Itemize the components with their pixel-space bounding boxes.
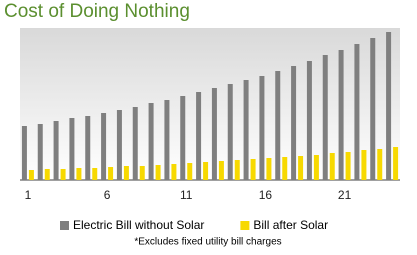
bar: [92, 168, 98, 180]
legend-swatch: [60, 221, 69, 230]
bar: [37, 124, 43, 180]
legend-label: Electric Bill without Solar: [73, 218, 204, 232]
bar: [180, 96, 186, 180]
bar: [243, 80, 249, 180]
bar: [21, 126, 27, 180]
bar: [291, 66, 297, 180]
x-tick-label: 1: [25, 188, 32, 202]
bar: [203, 162, 209, 180]
legend-swatch: [240, 221, 250, 230]
bar: [259, 76, 265, 180]
bar: [227, 84, 233, 180]
bar: [155, 165, 161, 180]
x-tick-label: 21: [338, 188, 352, 202]
bar: [298, 156, 304, 180]
bar: [313, 155, 319, 180]
bar: [234, 160, 240, 180]
bar: [361, 150, 367, 180]
bar: [377, 149, 383, 180]
bar: [164, 100, 170, 180]
x-tick-label: 11: [180, 188, 193, 202]
bar: [345, 152, 351, 180]
bar: [53, 121, 59, 180]
bar: [44, 169, 50, 180]
bar: [60, 169, 66, 180]
bar: [218, 161, 224, 180]
bar: [329, 153, 335, 180]
bar: [85, 116, 91, 180]
bar: [354, 44, 360, 180]
bar: [28, 170, 34, 180]
x-tick-label: 6: [104, 188, 111, 202]
footnote: *Excludes fixed utility bill charges: [134, 237, 281, 248]
plot-area: [20, 28, 400, 180]
bar: [306, 61, 312, 180]
bar: [196, 92, 202, 180]
bar: [108, 167, 114, 180]
bar: [171, 164, 177, 180]
bar: [69, 118, 75, 180]
bar: [250, 159, 256, 180]
bar: [76, 168, 82, 180]
bar: [132, 107, 138, 180]
x-tick-label: 16: [259, 188, 273, 202]
bar: [116, 110, 122, 180]
bar: [275, 71, 281, 180]
bar: [266, 158, 272, 180]
bar: [148, 103, 154, 180]
bar: [393, 147, 399, 180]
bar: [139, 166, 145, 180]
chart-title: Cost of Doing Nothing: [4, 1, 190, 22]
bar: [338, 50, 344, 180]
bar: [101, 113, 107, 180]
bar: [123, 166, 129, 180]
bar: [370, 38, 376, 180]
bar: [211, 88, 217, 180]
bar: [187, 163, 193, 180]
bar: [282, 157, 288, 180]
bar: [322, 55, 328, 180]
legend-label: Bill after Solar: [253, 218, 328, 232]
bar: [386, 32, 392, 180]
